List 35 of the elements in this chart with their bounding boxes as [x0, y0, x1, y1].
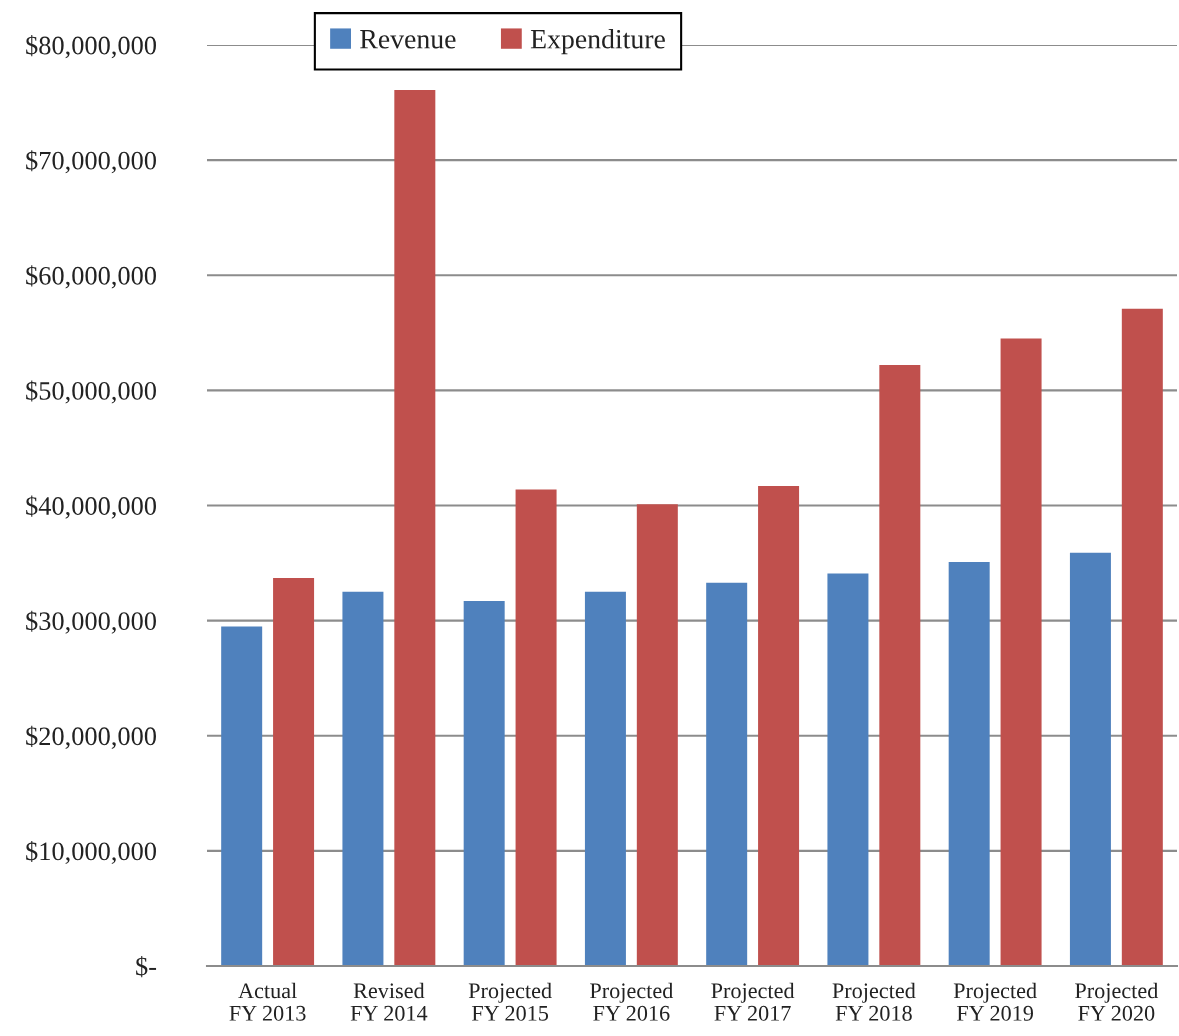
y-tick-label: $10,000,000 [26, 840, 156, 865]
bar [827, 573, 869, 966]
x-tick-label: Projected FY 2015 [468, 982, 552, 1021]
bar [636, 504, 678, 966]
bar [515, 489, 557, 966]
x-tick-label: Revised FY 2014 [350, 982, 428, 1021]
x-tick-label: Actual FY 2013 [229, 982, 306, 1021]
bar [342, 591, 384, 966]
y-tick-label: $20,000,000 [26, 725, 156, 749]
x-tick-label: Projected FY 2019 [953, 982, 1037, 1021]
bar [273, 578, 315, 966]
x-tick-label: Projected FY 2020 [1075, 982, 1159, 1021]
legend-label: Revenue [360, 30, 456, 49]
bar [706, 582, 748, 966]
bar [948, 561, 990, 966]
y-tick-label: $60,000,000 [26, 265, 156, 289]
x-tick-label: Projected FY 2016 [590, 982, 674, 1021]
bar [584, 591, 626, 966]
bar [221, 626, 263, 966]
y-tick-label: $- [136, 956, 157, 978]
y-tick-label: $30,000,000 [26, 610, 156, 634]
y-tick-label: $80,000,000 [26, 35, 156, 59]
bar [758, 485, 800, 966]
bar [1000, 338, 1042, 966]
bar [394, 89, 436, 966]
legend-label: Expenditure [530, 29, 665, 55]
x-tick-label: Projected FY 2018 [832, 982, 916, 1021]
bar [879, 365, 921, 966]
y-tick-label: $40,000,000 [26, 495, 156, 519]
bar [1121, 308, 1163, 966]
y-tick-label: $70,000,000 [26, 150, 156, 174]
bar [463, 601, 505, 966]
x-tick-label: Projected FY 2017 [711, 982, 795, 1021]
bar [1069, 552, 1111, 966]
y-tick-label: $50,000,000 [26, 380, 156, 404]
